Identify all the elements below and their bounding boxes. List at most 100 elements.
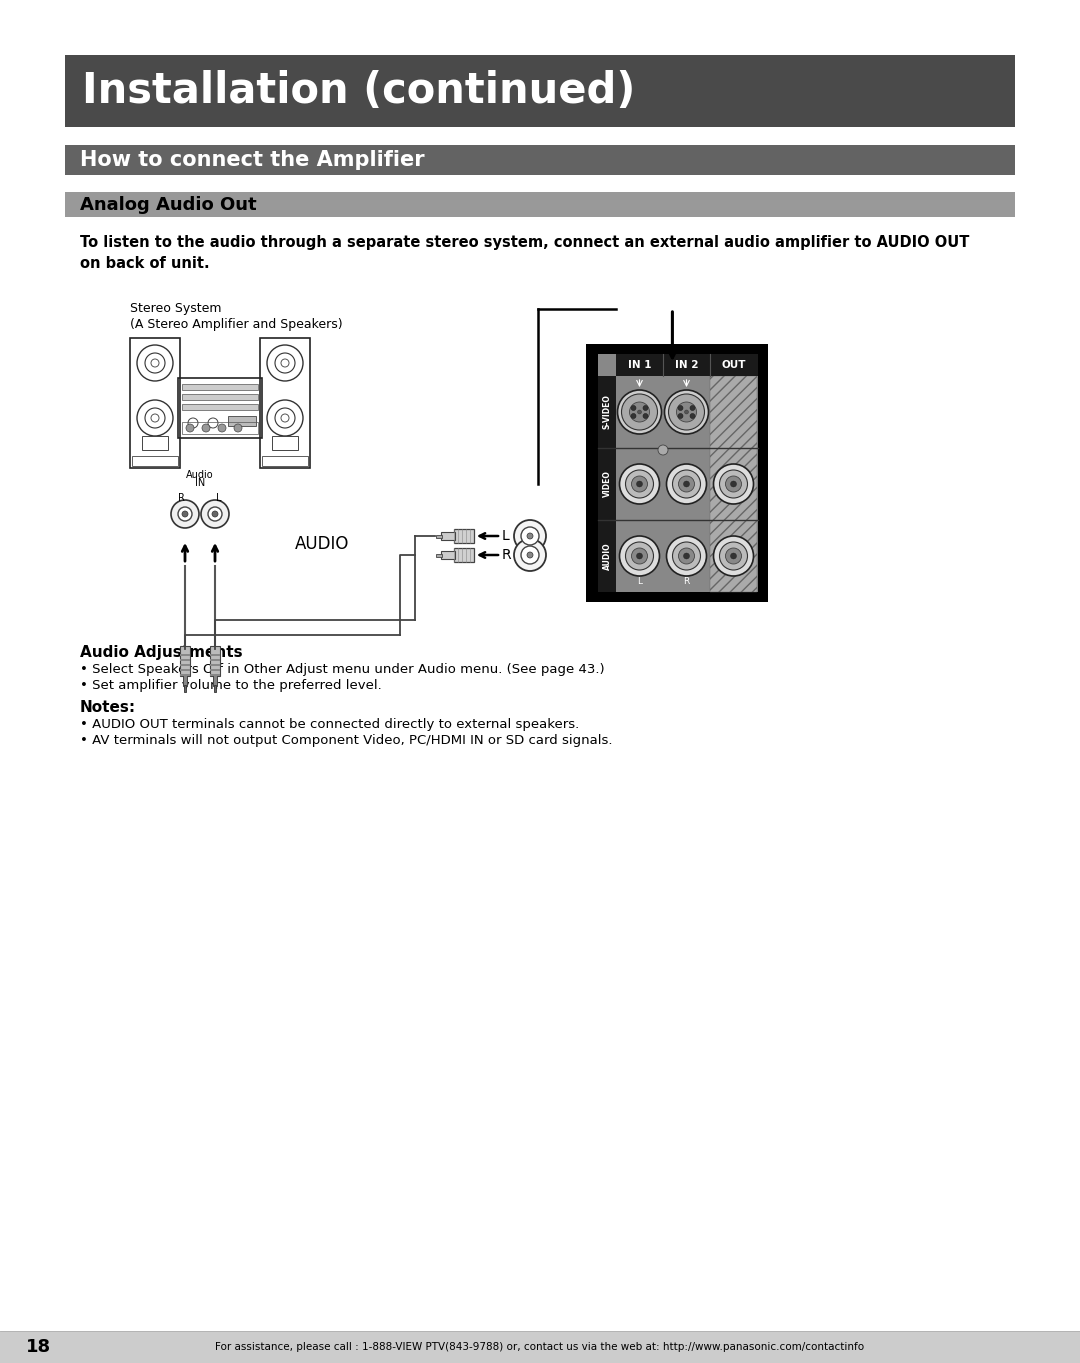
Circle shape — [690, 406, 696, 410]
Circle shape — [669, 394, 704, 429]
Circle shape — [208, 507, 222, 521]
Bar — [180, 654, 190, 656]
Circle shape — [621, 394, 658, 429]
Text: Analog Audio Out: Analog Audio Out — [80, 195, 257, 214]
Circle shape — [726, 476, 742, 492]
Bar — [183, 673, 187, 686]
Text: IN 1: IN 1 — [627, 360, 651, 369]
Bar — [210, 669, 220, 671]
Bar — [214, 686, 216, 692]
Bar — [183, 403, 258, 410]
Circle shape — [186, 424, 194, 432]
Bar — [210, 658, 220, 661]
Circle shape — [714, 463, 754, 504]
Circle shape — [202, 424, 210, 432]
Circle shape — [664, 390, 708, 433]
Circle shape — [666, 463, 706, 504]
Bar — [210, 664, 220, 667]
Circle shape — [631, 413, 636, 418]
Circle shape — [201, 500, 229, 527]
Bar — [210, 673, 220, 676]
Text: R: R — [502, 548, 512, 562]
Circle shape — [620, 536, 660, 577]
Bar — [213, 673, 217, 686]
Text: R: R — [684, 577, 690, 586]
Text: • AUDIO OUT terminals cannot be connected directly to external speakers.: • AUDIO OUT terminals cannot be connecte… — [80, 718, 579, 731]
Circle shape — [714, 536, 754, 577]
Bar — [183, 394, 258, 399]
Bar — [272, 436, 298, 450]
Circle shape — [527, 533, 534, 538]
Circle shape — [218, 424, 226, 432]
Circle shape — [527, 552, 534, 557]
Circle shape — [234, 424, 242, 432]
Bar — [132, 457, 178, 466]
Text: • Select Speakers Off in Other Adjust menu under Audio menu. (See page 43.): • Select Speakers Off in Other Adjust me… — [80, 662, 605, 676]
Circle shape — [632, 548, 648, 564]
Circle shape — [726, 548, 742, 564]
Text: L: L — [502, 529, 510, 542]
Bar — [210, 654, 220, 656]
Bar — [184, 686, 186, 692]
Circle shape — [685, 410, 689, 414]
Bar — [441, 551, 455, 559]
Circle shape — [171, 500, 199, 527]
Text: For assistance, please call : 1-888-VIEW PTV(843-9788) or, contact us via the we: For assistance, please call : 1-888-VIEW… — [215, 1343, 865, 1352]
Text: R: R — [177, 493, 185, 503]
Circle shape — [678, 548, 694, 564]
Circle shape — [730, 553, 737, 559]
Circle shape — [620, 463, 660, 504]
Circle shape — [673, 542, 701, 570]
Circle shape — [673, 470, 701, 497]
Text: (A Stereo Amplifier and Speakers): (A Stereo Amplifier and Speakers) — [130, 318, 342, 331]
Circle shape — [730, 481, 737, 487]
Text: Audio Adjustments: Audio Adjustments — [80, 645, 243, 660]
Bar — [436, 553, 442, 556]
Circle shape — [212, 511, 218, 517]
Circle shape — [637, 410, 642, 414]
Bar — [454, 548, 474, 562]
Bar — [180, 646, 190, 676]
Bar — [436, 534, 442, 537]
Bar — [710, 376, 757, 592]
Text: L: L — [216, 493, 221, 503]
Circle shape — [678, 413, 683, 418]
Text: • AV terminals will not output Component Video, PC/HDMI IN or SD card signals.: • AV terminals will not output Component… — [80, 735, 612, 747]
Bar — [183, 423, 258, 433]
Circle shape — [636, 553, 643, 559]
Circle shape — [658, 444, 669, 455]
Bar — [598, 376, 616, 448]
Circle shape — [690, 413, 696, 418]
Bar — [65, 55, 1015, 127]
Circle shape — [625, 542, 653, 570]
Bar — [180, 658, 190, 661]
Bar — [130, 338, 180, 468]
Text: AUDIO: AUDIO — [603, 542, 611, 570]
Circle shape — [631, 406, 636, 410]
Text: OUT: OUT — [721, 360, 746, 369]
Circle shape — [183, 511, 188, 517]
Circle shape — [643, 413, 648, 418]
Circle shape — [666, 536, 706, 577]
Circle shape — [521, 547, 539, 564]
Bar — [210, 646, 220, 676]
Text: To listen to the audio through a separate stereo system, connect an external aud: To listen to the audio through a separat… — [80, 234, 970, 271]
Bar — [178, 378, 262, 438]
Bar — [0, 1332, 1080, 1363]
Text: Installation (continued): Installation (continued) — [82, 70, 635, 112]
Circle shape — [618, 390, 661, 433]
Text: 18: 18 — [26, 1338, 51, 1356]
Text: Stereo System: Stereo System — [130, 303, 221, 315]
Bar — [260, 338, 310, 468]
Bar — [262, 457, 308, 466]
Bar — [454, 529, 474, 542]
Circle shape — [636, 481, 643, 487]
Circle shape — [178, 507, 192, 521]
Text: AUDIO: AUDIO — [295, 536, 349, 553]
Circle shape — [719, 470, 747, 497]
Text: Notes:: Notes: — [80, 701, 136, 716]
Bar — [441, 532, 455, 540]
Bar — [180, 669, 190, 671]
Bar — [228, 416, 256, 427]
Bar — [598, 354, 758, 592]
